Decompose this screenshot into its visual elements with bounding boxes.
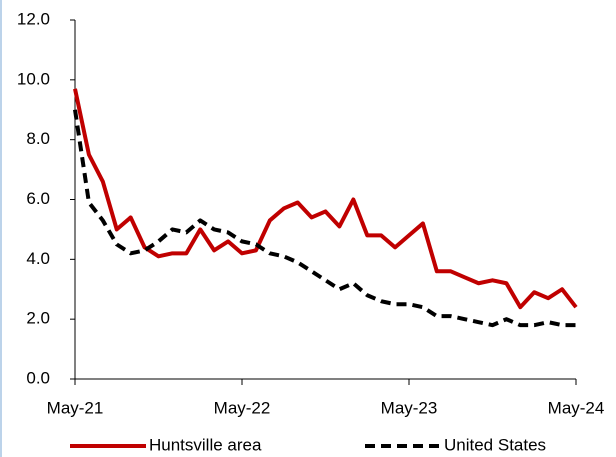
x-tick-label: May-24 — [548, 398, 605, 417]
legend-label: Huntsville area — [149, 435, 262, 454]
y-tick-label: 6.0 — [26, 189, 50, 208]
y-tick-label: 2.0 — [26, 309, 50, 328]
y-tick-label: 10.0 — [17, 69, 50, 88]
x-tick-label: May-23 — [381, 398, 438, 417]
data-line — [73, 88, 578, 310]
y-tick-label: 8.0 — [26, 129, 50, 148]
y-tick-label: 12.0 — [17, 9, 50, 28]
y-tick-label: 0.0 — [26, 368, 50, 387]
x-tick-label: May-21 — [47, 398, 104, 417]
y-tick-label: 4.0 — [26, 249, 50, 268]
x-tick-label: May-22 — [214, 398, 271, 417]
legend-label: United States — [444, 435, 546, 454]
data-line — [73, 109, 576, 328]
